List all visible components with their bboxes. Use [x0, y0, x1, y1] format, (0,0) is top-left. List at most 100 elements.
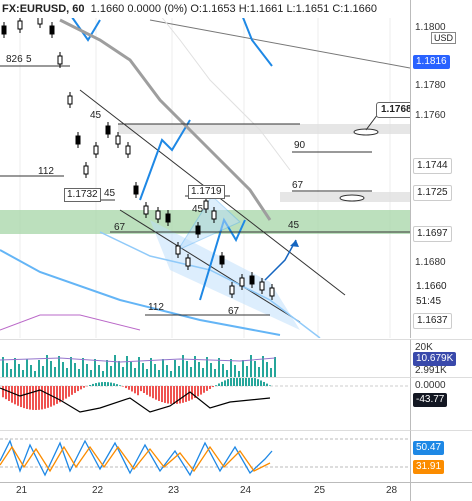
volume-bar — [274, 357, 276, 377]
macd-bar — [116, 384, 118, 386]
candle-body — [18, 21, 22, 29]
currency-badge[interactable]: USD — [431, 32, 456, 44]
price-label-1816: 1.1816 — [413, 55, 450, 69]
macd-bar — [263, 382, 265, 386]
price-label-1744: 1.1744 — [413, 158, 452, 174]
purple-line — [0, 315, 140, 330]
volume-bar — [182, 355, 184, 377]
macd-bar — [266, 384, 268, 386]
macd-bar — [74, 386, 76, 393]
trend-line-top[interactable] — [150, 20, 410, 68]
symbol-label[interactable]: FX:EURUSD, 60 — [2, 3, 85, 15]
candles[interactable] — [2, 12, 274, 300]
candle-body — [240, 278, 244, 286]
macd-bar — [206, 386, 208, 391]
label-5: 5 — [26, 54, 32, 65]
volume-bar — [190, 367, 192, 377]
macd-bar — [131, 386, 133, 391]
marker-ellipse-2[interactable] — [340, 195, 364, 201]
high-value: 1.1661 — [250, 3, 284, 15]
macd-zero: 0.0000 — [415, 380, 446, 391]
price-label-1660: 1.1660 — [413, 280, 450, 294]
close-label: C: — [332, 3, 343, 15]
macd-bar — [80, 386, 82, 389]
volume-bar — [38, 360, 40, 377]
macd-bar — [212, 386, 214, 387]
volume-bar — [146, 369, 148, 377]
callout-1-1768[interactable]: 1.1768 — [376, 102, 410, 118]
volume-bar — [42, 366, 44, 377]
macd-bar — [53, 386, 55, 405]
volume-bar — [110, 366, 112, 377]
volume-bar — [126, 356, 128, 377]
macd-pane[interactable] — [0, 377, 410, 430]
volume-bar — [174, 360, 176, 377]
candle-body — [250, 276, 254, 284]
open-label: O: — [190, 3, 202, 15]
label-67c: 67 — [228, 306, 240, 317]
macd-bar — [101, 382, 103, 386]
volume-pane[interactable] — [0, 339, 410, 377]
volume-bar — [74, 363, 76, 377]
macd-bar — [251, 378, 253, 386]
volume-bar — [266, 362, 268, 377]
stoch-pane[interactable] — [0, 430, 410, 483]
volume-bar — [230, 359, 232, 377]
label-112a: 112 — [38, 166, 54, 177]
macd-bar — [125, 386, 127, 388]
stoch-d-value: 31.91 — [413, 460, 444, 474]
macd-bar — [65, 386, 67, 399]
volume-bar — [270, 368, 272, 377]
volume-bar — [226, 370, 228, 377]
macd-scale[interactable]: 0.0000 -43.77 — [410, 377, 472, 430]
macd-bar — [173, 386, 175, 404]
volume-bar — [114, 355, 116, 377]
macd-bar — [248, 378, 250, 386]
macd-bar — [98, 382, 100, 386]
label-67a: 67 — [114, 222, 126, 233]
price-pane[interactable]: 826 5 45 112 45 67 45 45 90 67 112 67 1.… — [0, 0, 410, 338]
macd-bar — [152, 386, 154, 398]
label-45d: 45 — [288, 220, 300, 231]
macd-bar — [110, 383, 112, 386]
macd-bar — [11, 386, 13, 403]
price-scale[interactable]: 1.1800 USD 1.1780 1.1760 1.1680 1.1816 1… — [410, 0, 472, 338]
label-1-1719: 1.1719 — [188, 185, 225, 199]
volume-bar — [54, 367, 56, 377]
macd-bar — [164, 386, 166, 403]
macd-bar — [242, 378, 244, 386]
low-label: L: — [286, 3, 295, 15]
macd-bar — [92, 384, 94, 386]
macd-bar — [56, 386, 58, 404]
macd-bar — [260, 380, 262, 386]
macd-bar — [71, 386, 73, 395]
macd-bar — [47, 386, 49, 408]
volume-bar — [198, 362, 200, 377]
macd-bar — [140, 386, 142, 391]
macd-bar — [146, 386, 148, 395]
time-axis[interactable]: 21 22 23 24 25 28 — [0, 482, 410, 501]
volume-bar — [130, 362, 132, 377]
volume-bar — [162, 359, 164, 377]
volume-scale[interactable]: 20K 10.679K 2.991K — [410, 339, 472, 377]
tick-1760: 1.1760 — [415, 110, 446, 121]
macd-bar — [257, 379, 259, 386]
macd-bar — [149, 386, 151, 397]
macd-bar — [203, 386, 205, 393]
macd-bar — [245, 378, 247, 386]
volume-bar — [22, 370, 24, 377]
volume-bar — [202, 368, 204, 377]
macd-bar — [32, 386, 34, 410]
macd-bar — [161, 386, 163, 402]
stoch-scale[interactable]: 50.47 31.91 — [410, 430, 472, 483]
arrow-head-icon — [290, 240, 299, 247]
macd-bar — [167, 386, 169, 404]
tick-1680: 1.1680 — [415, 257, 446, 268]
volume-bar — [138, 357, 140, 377]
volume-bar — [70, 357, 72, 377]
price-chart-canvas[interactable]: 826 5 45 112 45 67 45 45 90 67 112 67 — [0, 0, 410, 338]
macd-bar — [221, 382, 223, 386]
macd-bar — [170, 386, 172, 404]
candle-body — [76, 136, 80, 144]
macd-bar — [77, 386, 79, 391]
